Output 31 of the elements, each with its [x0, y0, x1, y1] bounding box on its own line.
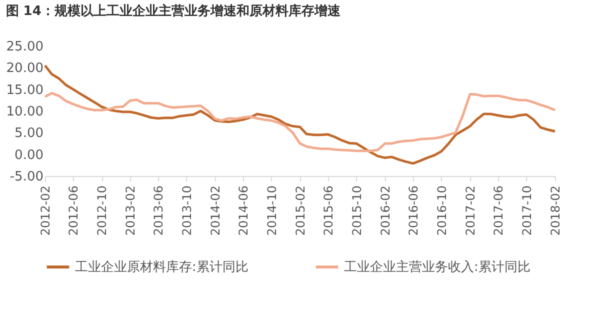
x-tick-label: 2017-06 — [491, 186, 506, 236]
x-tick-label: 2016-06 — [406, 186, 421, 236]
x-tick-label: 2013-02 — [124, 186, 138, 236]
legend-label: 工业企业原材料库存:累计同比 — [75, 260, 248, 275]
y-tick-label: 20.00 — [6, 61, 44, 76]
x-tick-label: 2012-06 — [66, 186, 81, 236]
x-tick-label: 2013-06 — [152, 186, 166, 236]
x-tick-label: 2015-10 — [350, 186, 364, 236]
x-tick-label: 2016-10 — [434, 186, 449, 236]
chart-title: 图 14：规模以上工业企业主营业务增速和原材料库存增速 — [6, 3, 342, 19]
x-tick-label: 2017-10 — [520, 186, 534, 236]
x-tick-label: 2016-02 — [378, 186, 392, 236]
x-tick-label: 2013-10 — [180, 186, 194, 236]
y-tick-label: -5.00 — [10, 170, 44, 184]
x-tick-label: 2014-10 — [264, 186, 279, 236]
x-tick-label: 2012-10 — [95, 186, 110, 236]
y-tick-label: 10.00 — [6, 104, 44, 120]
y-tick-label: 5.00 — [14, 126, 44, 142]
y-tick-label: 15.00 — [6, 82, 44, 98]
x-tick-label: 2015-02 — [294, 186, 308, 236]
y-tick-label: 25.00 — [6, 40, 44, 54]
line-series — [44, 64, 556, 165]
x-tick-label: 2017-02 — [464, 186, 478, 236]
x-tick-label: 2015-06 — [321, 186, 336, 236]
y-tick-label: 0.00 — [14, 148, 44, 163]
x-tick-label: 2014-02 — [208, 186, 223, 236]
x-tick-label: 2018-02 — [548, 186, 562, 236]
legend-label: 工业企业主营业务收入:累计同比 — [344, 259, 530, 275]
line-series — [44, 92, 556, 152]
x-tick-label: 2012-02 — [38, 186, 52, 236]
x-tick-label: 2014-06 — [236, 186, 250, 236]
